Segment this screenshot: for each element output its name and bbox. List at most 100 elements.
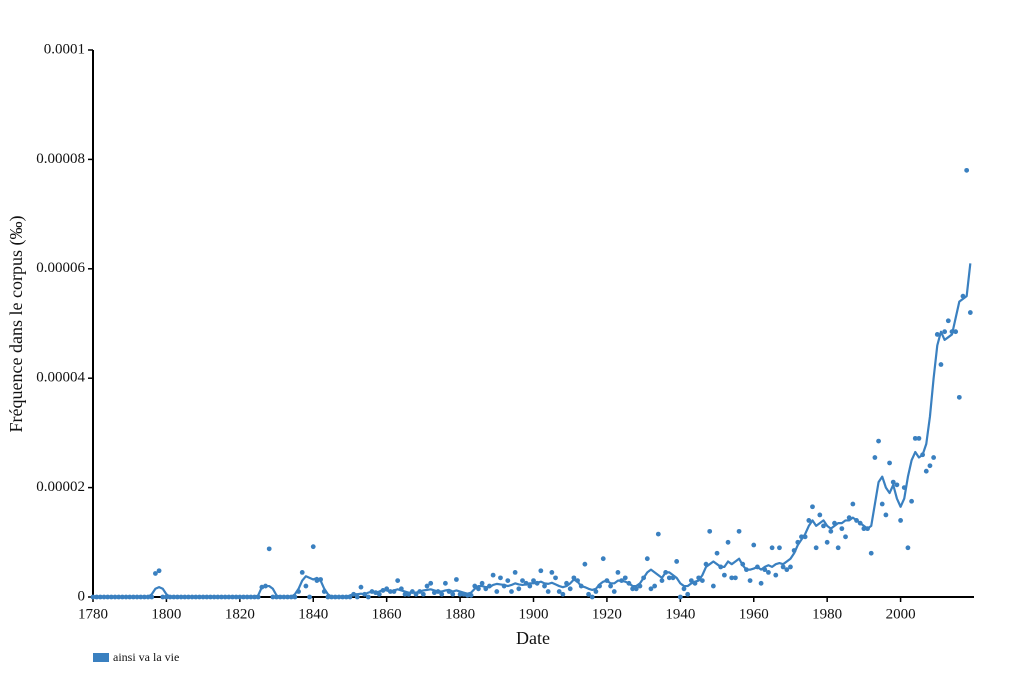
data-point — [744, 567, 749, 573]
data-point — [428, 580, 434, 586]
data-point — [90, 594, 96, 600]
data-point — [813, 545, 819, 551]
data-point — [487, 583, 492, 589]
data-point — [248, 594, 254, 600]
data-point — [699, 578, 705, 583]
data-point — [670, 575, 676, 581]
data-point — [527, 583, 533, 589]
data-point — [167, 594, 173, 600]
data-point — [299, 569, 305, 575]
data-point — [644, 556, 650, 562]
data-point — [564, 580, 569, 586]
data-point — [222, 594, 228, 600]
data-point — [244, 594, 250, 600]
x-tick-label: 1800 — [151, 606, 181, 622]
data-point — [780, 564, 786, 570]
data-point — [589, 594, 595, 600]
data-point — [953, 329, 959, 335]
data-point — [200, 594, 206, 600]
data-point — [758, 580, 764, 586]
data-point — [890, 479, 896, 485]
data-point — [281, 594, 287, 600]
data-point — [600, 556, 606, 562]
data-point — [879, 501, 885, 507]
data-point — [461, 591, 467, 597]
data-point — [666, 575, 672, 581]
data-point — [663, 569, 669, 575]
data-point — [472, 583, 478, 589]
data-point — [538, 568, 544, 574]
data-point — [97, 594, 103, 600]
data-point — [692, 580, 698, 586]
data-point — [523, 580, 529, 586]
data-point — [171, 594, 177, 600]
y-tick-label: 0.00002 — [36, 479, 85, 495]
data-point — [619, 578, 624, 583]
data-point — [784, 567, 790, 573]
data-point — [483, 586, 489, 592]
data-point — [233, 594, 239, 600]
data-point — [586, 591, 591, 597]
data-point — [164, 594, 169, 600]
data-point — [887, 460, 892, 466]
data-point — [241, 594, 246, 600]
data-point — [178, 594, 184, 600]
data-point — [409, 589, 415, 594]
data-point — [204, 594, 210, 600]
data-point — [509, 589, 514, 594]
data-point — [901, 485, 907, 490]
data-point — [263, 583, 268, 589]
data-point — [721, 572, 727, 578]
data-point — [307, 594, 312, 600]
data-point — [237, 594, 243, 600]
data-point — [516, 586, 522, 592]
y-tick-label: 0.0001 — [44, 41, 85, 57]
data-point — [920, 452, 926, 458]
data-point — [479, 580, 485, 586]
y-tick-label: 0.00004 — [36, 370, 85, 386]
data-point — [938, 362, 944, 367]
data-point — [123, 594, 129, 600]
data-point — [127, 594, 133, 600]
data-point — [824, 539, 830, 545]
data-point — [802, 534, 808, 540]
data-point — [615, 569, 621, 575]
data-point — [872, 455, 878, 460]
data-point — [560, 591, 566, 597]
data-point — [766, 569, 771, 575]
data-point — [277, 594, 283, 600]
data-point — [861, 526, 867, 532]
data-point — [909, 498, 914, 504]
data-point — [934, 332, 940, 337]
data-point — [105, 594, 111, 600]
data-point — [226, 594, 232, 600]
data-point — [266, 546, 272, 552]
data-point — [777, 545, 782, 551]
data-point — [130, 594, 136, 600]
data-point — [454, 577, 459, 582]
data-point — [755, 564, 760, 570]
data-point — [446, 589, 452, 594]
data-point — [931, 455, 937, 460]
data-point — [681, 586, 687, 592]
data-point — [898, 518, 903, 523]
data-point — [531, 578, 536, 583]
data-point — [476, 586, 481, 592]
data-point — [821, 523, 826, 529]
data-point — [923, 468, 929, 474]
data-point — [799, 534, 804, 540]
x-tick-label: 1900 — [519, 606, 549, 622]
data-point — [376, 591, 382, 597]
data-point — [112, 594, 118, 600]
data-point — [967, 310, 973, 315]
data-point — [854, 518, 859, 523]
x-tick-label: 1920 — [592, 606, 622, 622]
data-point — [571, 575, 577, 581]
data-point — [108, 594, 114, 600]
data-point — [208, 594, 213, 600]
data-point — [769, 545, 775, 551]
data-point — [314, 578, 320, 583]
data-point — [520, 578, 525, 583]
data-point — [597, 583, 602, 589]
